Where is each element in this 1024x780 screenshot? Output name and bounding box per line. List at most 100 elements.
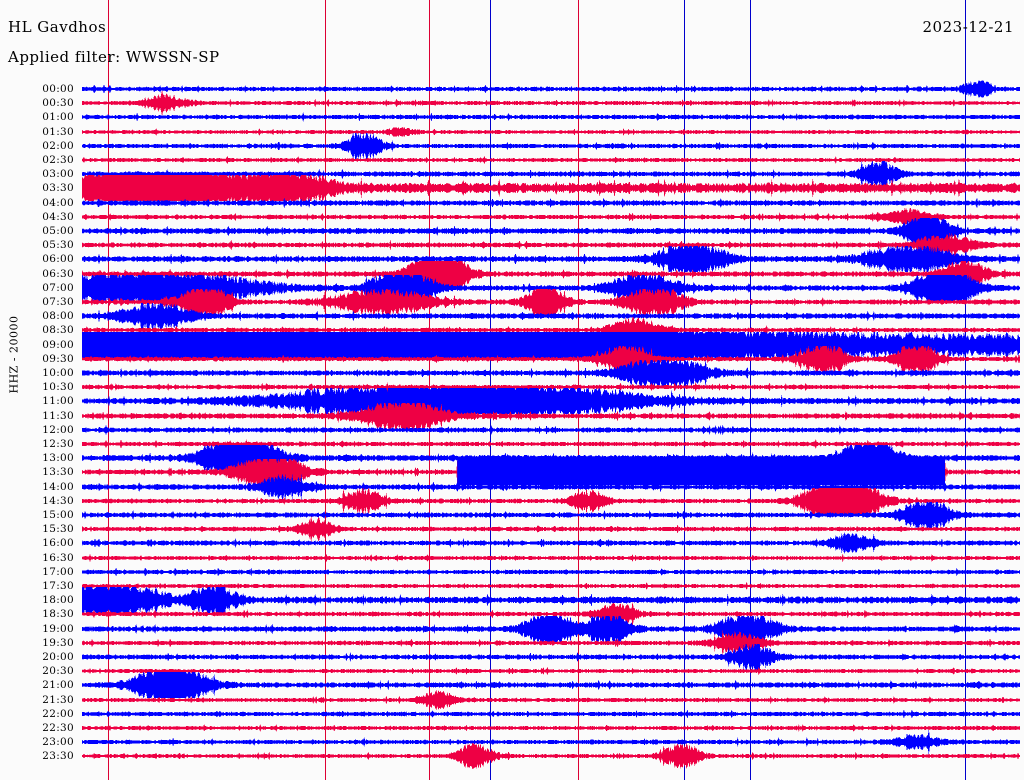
row-time-label: 05:00 (42, 225, 74, 237)
seismic-trace (82, 459, 1020, 486)
seismic-trace (82, 502, 1020, 528)
seismic-trace (82, 317, 1020, 344)
row-time-label: 05:30 (42, 239, 74, 252)
gridline-vertical (684, 0, 685, 780)
seismic-trace (82, 601, 1020, 627)
row-time-label: 17:30 (42, 580, 74, 592)
seismic-trace (82, 374, 1020, 400)
seismic-trace (82, 246, 1020, 273)
record-date: 2023-12-21 (922, 18, 1014, 36)
row-time-label: 09:30 (42, 352, 74, 365)
seismic-trace (82, 175, 1020, 202)
seismic-trace (82, 487, 1020, 514)
seismic-trace (82, 431, 1020, 457)
seismic-trace (82, 658, 1020, 684)
row-time-label: 08:30 (42, 324, 74, 337)
row-time-label: 20:00 (42, 651, 74, 663)
row-time-label: 02:30 (42, 154, 74, 166)
seismic-trace (82, 274, 1020, 301)
row-time-label: 13:30 (42, 466, 74, 479)
seismic-trace (82, 587, 1020, 614)
seismic-trace (82, 672, 1020, 699)
row-time-label: 18:30 (42, 608, 74, 621)
seismic-trace (82, 360, 1020, 386)
row-time-label: 03:30 (42, 182, 74, 195)
seismic-trace (82, 715, 1020, 741)
seismic-trace (82, 559, 1020, 585)
seismic-trace (82, 90, 1020, 117)
row-time-label: 04:30 (42, 210, 74, 223)
seismic-trace (82, 345, 1020, 372)
seismic-trace (82, 729, 1020, 755)
row-time-label: 22:00 (42, 707, 74, 720)
seismic-trace (82, 516, 1020, 543)
row-time-label: 15:00 (42, 509, 74, 521)
seismic-trace (82, 119, 1020, 145)
seismic-trace (82, 417, 1020, 443)
seismic-trace (82, 218, 1020, 244)
row-time-label: 00:00 (42, 83, 74, 95)
row-time-label: 06:00 (42, 253, 74, 266)
row-time-label: 14:00 (42, 480, 74, 493)
seismic-trace (82, 545, 1020, 571)
row-time-label: 10:00 (42, 367, 74, 379)
seismic-trace (82, 644, 1020, 670)
gridline-vertical (325, 0, 326, 780)
row-time-label: 16:00 (42, 537, 74, 550)
row-time-label: 11:00 (42, 395, 74, 408)
row-time-label: 21:30 (42, 693, 74, 706)
row-time-label: 06:30 (42, 267, 74, 280)
seismic-trace (82, 388, 1020, 415)
row-time-label: 18:00 (42, 594, 74, 607)
row-time-label: 02:00 (42, 139, 74, 152)
row-time-label: 07:00 (42, 281, 74, 294)
row-time-label: 12:00 (42, 423, 74, 436)
row-time-label: 22:30 (42, 722, 74, 734)
row-time-label: 03:00 (42, 168, 74, 181)
seismic-trace (82, 743, 1020, 770)
seismic-trace (82, 190, 1020, 216)
seismic-trace (82, 260, 1020, 287)
row-time-label: 20:30 (42, 665, 74, 678)
seismic-trace (82, 289, 1020, 315)
row-time-label: 08:00 (42, 310, 74, 323)
row-time-label: 19:30 (42, 636, 74, 649)
applied-filter-label: Applied filter: WWSSN-SP (8, 48, 220, 66)
row-time-label: 01:30 (42, 125, 74, 138)
seismic-trace (82, 331, 1020, 358)
seismic-trace (82, 687, 1020, 713)
gridline-vertical (750, 0, 751, 780)
row-time-label: 23:00 (42, 736, 74, 749)
row-time-label: 04:00 (42, 196, 74, 209)
seismic-trace (82, 530, 1020, 556)
seismic-trace (82, 701, 1020, 727)
seismic-trace (82, 161, 1020, 188)
seismic-trace (82, 104, 1020, 130)
seismic-trace (82, 473, 1020, 500)
seismic-trace (82, 147, 1020, 173)
gridline-vertical (965, 0, 966, 780)
row-time-label: 07:30 (42, 296, 74, 308)
gridline-vertical (108, 0, 109, 780)
row-time-label: 01:00 (42, 111, 74, 124)
row-time-label: 17:00 (42, 565, 74, 578)
row-time-label: 21:00 (42, 679, 74, 692)
seismic-trace (82, 204, 1020, 230)
seismic-trace (82, 76, 1020, 102)
header: HL Gavdhos Applied filter: WWSSN-SP 2023… (0, 0, 1024, 78)
row-time-label: 00:30 (42, 97, 74, 110)
seismic-trace (82, 573, 1020, 599)
seismic-trace (82, 615, 1020, 642)
row-time-label: 10:30 (42, 381, 74, 394)
row-time-label: 09:00 (42, 338, 74, 351)
row-time-label: 12:30 (42, 438, 74, 450)
row-time-label: 19:00 (42, 622, 74, 635)
station-name: HL Gavdhos (8, 18, 107, 36)
seismic-trace (82, 445, 1020, 472)
row-time-label: 14:30 (42, 494, 74, 507)
seismic-trace (82, 629, 1020, 656)
row-time-label: 15:30 (42, 523, 74, 536)
row-time-label: 23:30 (42, 750, 74, 763)
